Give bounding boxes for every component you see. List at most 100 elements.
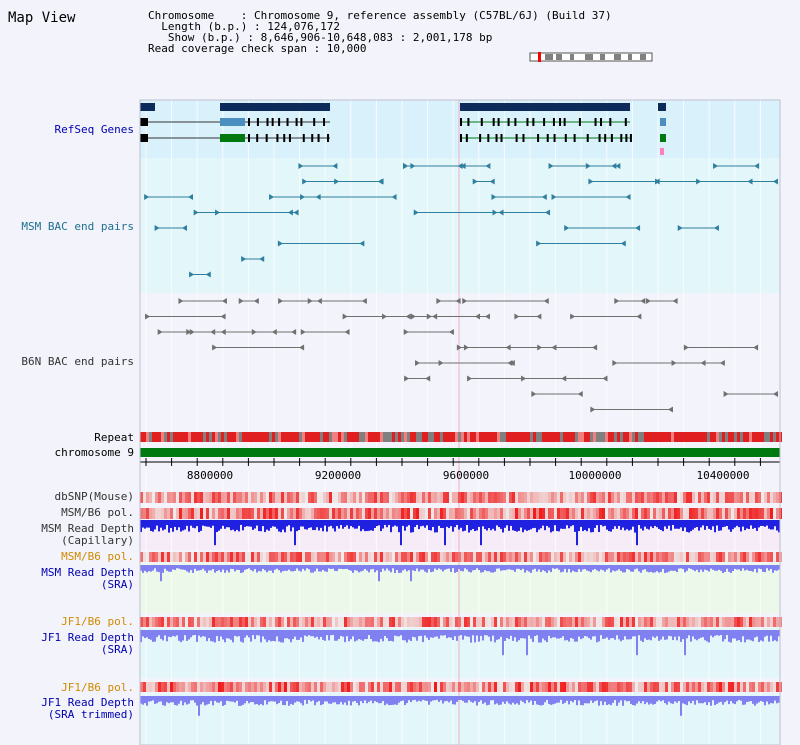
depth-bar (248, 696, 250, 704)
depth-bar (706, 520, 708, 527)
pol-band (200, 492, 203, 503)
pol-band (605, 617, 608, 627)
pol-band (758, 552, 761, 562)
pol-band (563, 492, 566, 503)
track-label-dbsnp[interactable]: dbSNP(Mouse) (54, 490, 134, 503)
track-label-msm-depth-capillary[interactable]: MSM Read Depth (Capillary) (41, 523, 134, 547)
depth-bar (438, 630, 440, 639)
pol-band (662, 617, 665, 627)
bac-end-marker (300, 329, 306, 335)
bac-end-marker (677, 225, 683, 231)
depth-bar (518, 565, 520, 569)
pol-band (272, 492, 275, 503)
repeat-segment (575, 432, 578, 442)
pol-band (182, 508, 185, 519)
depth-bar (750, 565, 752, 571)
depth-bar (208, 696, 210, 704)
pol-band (545, 492, 548, 503)
track-label-msm-depth-sra[interactable]: MSM Read Depth (SRA) (41, 567, 134, 591)
depth-bar (350, 520, 352, 527)
pol-band (668, 682, 671, 692)
pol-band (443, 552, 446, 562)
depth-bar (150, 630, 152, 640)
pol-band (140, 682, 143, 692)
gene-exon (140, 118, 148, 126)
pol-band (572, 508, 575, 519)
depth-bar (460, 696, 462, 700)
track-label-msm-b6-pol-2[interactable]: MSM/B6 pol. (61, 550, 134, 563)
repeat-segment (425, 432, 428, 442)
depth-bar (144, 520, 146, 529)
pol-band (725, 508, 728, 519)
pol-band (644, 682, 647, 692)
depth-bar (698, 696, 700, 704)
depth-bar (324, 696, 326, 702)
repeat-segment (419, 432, 422, 442)
pol-band (167, 492, 170, 503)
pol-band (755, 682, 758, 692)
track-label-jf1-b6-pol-2[interactable]: JF1/B6 pol. (61, 681, 134, 694)
pol-band (716, 682, 719, 692)
pol-band (767, 552, 770, 562)
track-label-chromosome[interactable]: chromosome 9 (54, 446, 134, 459)
depth-bar (664, 520, 666, 527)
track-label-b6n-bac[interactable]: B6N BAC end pairs (21, 355, 134, 368)
depth-bar (220, 520, 222, 529)
pol-band (323, 552, 326, 562)
depth-bar (234, 696, 236, 703)
track-label-jf1-depth-trimmed[interactable]: JF1 Read Depth (SRA trimmed) (41, 697, 134, 721)
repeat-segment (602, 432, 605, 442)
pol-band (608, 552, 611, 562)
info-length: Length (b.p.) : 124,076,172 (148, 20, 341, 33)
pol-band (566, 682, 569, 692)
pol-band (143, 492, 146, 503)
depth-bar (490, 630, 492, 642)
repeat-segment (185, 432, 188, 442)
pol-band (725, 492, 728, 503)
pol-band (770, 682, 773, 692)
pol-band (416, 552, 419, 562)
depth-bar (478, 630, 480, 642)
pol-band (674, 682, 677, 692)
depth-bar (704, 520, 706, 530)
track-label-msm-bac[interactable]: MSM BAC end pairs (21, 220, 134, 233)
depth-bar (176, 696, 178, 706)
depth-bar (180, 696, 182, 701)
pol-band (419, 552, 422, 562)
pol-band (701, 682, 704, 692)
depth-bar (366, 696, 368, 704)
depth-bar (748, 696, 750, 702)
pol-band (431, 552, 434, 562)
repeat-segment (767, 432, 770, 442)
depth-bar (286, 696, 288, 702)
track-label-jf1-b6-pol-1[interactable]: JF1/B6 pol. (61, 615, 134, 628)
depth-bar (508, 565, 510, 570)
repeat-segment (359, 432, 362, 442)
depth-bar (472, 520, 474, 530)
pol-band (413, 492, 416, 503)
track-label-refseq[interactable]: RefSeq Genes (54, 123, 134, 136)
pol-band (158, 492, 161, 503)
depth-bar (434, 630, 436, 637)
depth-bar (734, 696, 736, 705)
depth-bar (562, 520, 564, 529)
depth-bar (244, 520, 246, 527)
pol-band (731, 552, 734, 562)
depth-bar (326, 630, 328, 636)
depth-bar (688, 630, 690, 636)
depth-bar (414, 520, 416, 528)
depth-bar (562, 696, 564, 704)
pol-band (560, 508, 563, 519)
track-label-jf1-depth-sra[interactable]: JF1 Read Depth (SRA) (41, 632, 134, 656)
pol-band (455, 617, 458, 627)
track-label-repeat[interactable]: Repeat (94, 431, 134, 444)
depth-bar (216, 565, 218, 572)
depth-bar (424, 520, 426, 528)
pol-band (458, 617, 461, 627)
depth-bar (750, 696, 752, 702)
bac-end-marker (432, 313, 438, 320)
track-label-msm-b6-pol-1[interactable]: MSM/B6 pol. (61, 506, 134, 519)
repeat-segment (491, 432, 494, 442)
depth-bar (718, 520, 720, 531)
